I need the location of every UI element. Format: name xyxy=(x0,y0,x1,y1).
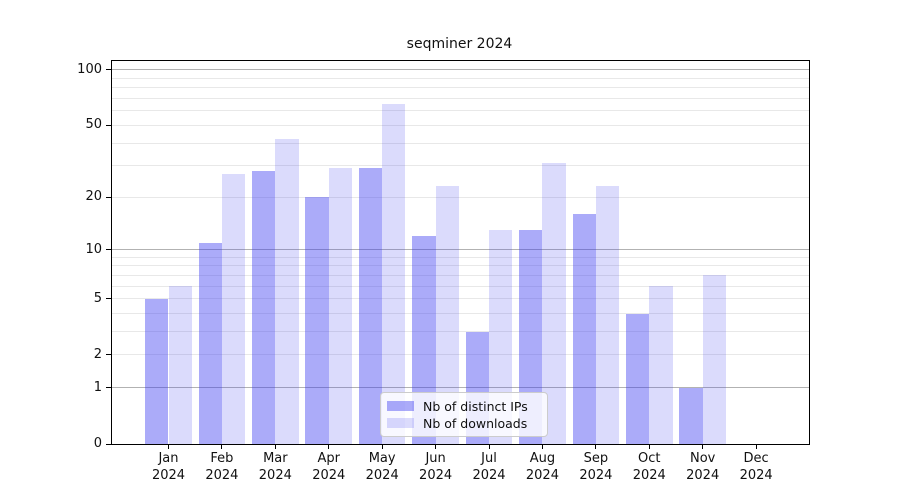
x-axis-tick-label: Nov 2024 xyxy=(686,451,720,483)
gridline xyxy=(112,256,809,258)
y-axis-tick xyxy=(106,354,111,356)
bar-distinct-ips xyxy=(519,230,543,444)
y-axis-tick-label: 100 xyxy=(77,61,102,77)
x-axis-tick xyxy=(221,445,223,449)
x-axis-tick-label: Aug 2024 xyxy=(525,451,559,483)
plot-area xyxy=(111,60,810,445)
y-axis-tick xyxy=(106,443,111,445)
legend-label-downloads: Nb of downloads xyxy=(423,415,528,431)
bar-downloads xyxy=(168,286,192,444)
gridline xyxy=(112,265,809,267)
bar-distinct-ips xyxy=(145,298,169,444)
y-axis-tick-label: 1 xyxy=(93,379,102,395)
x-axis-tick xyxy=(274,445,276,449)
chart-title: seqminer 2024 xyxy=(406,36,513,52)
gridline xyxy=(112,77,809,79)
x-axis-tick xyxy=(595,445,597,449)
gridline xyxy=(112,274,809,276)
gridline xyxy=(112,110,809,112)
x-axis-tick xyxy=(168,445,169,449)
y-axis-tick-label: 20 xyxy=(85,189,102,205)
gridline xyxy=(112,196,809,198)
y-axis-tick xyxy=(106,298,111,300)
gridline xyxy=(112,69,809,71)
legend-swatch-distinct-ips xyxy=(387,401,414,411)
x-axis-tick xyxy=(328,445,330,449)
y-axis-tick-label: 2 xyxy=(93,346,102,362)
bar-downloads xyxy=(328,168,353,444)
bar-downloads xyxy=(489,230,513,444)
gridline xyxy=(112,298,809,300)
x-axis-tick xyxy=(381,445,383,449)
gridline xyxy=(112,249,809,251)
x-axis-tick-label: Dec 2024 xyxy=(739,451,773,483)
x-axis-tick xyxy=(435,445,437,449)
y-axis-tick xyxy=(106,69,111,71)
y-axis-tick-label: 50 xyxy=(85,117,102,133)
bar-distinct-ips xyxy=(625,313,650,444)
bar-downloads xyxy=(702,275,726,444)
legend-row-distinct-ips: Nb of distinct IPs xyxy=(381,398,547,414)
bar-downloads xyxy=(595,186,620,444)
x-axis-tick-label: Mar 2024 xyxy=(258,451,292,483)
legend: Nb of distinct IPs Nb of downloads xyxy=(380,392,548,437)
x-axis-tick-label: Oct 2024 xyxy=(632,451,666,483)
bar-distinct-ips xyxy=(572,214,596,444)
gridline xyxy=(112,87,809,89)
bar-downloads xyxy=(221,173,246,444)
bar-downloads xyxy=(435,186,459,444)
x-axis-tick-label: Jun 2024 xyxy=(419,451,453,483)
gridline xyxy=(112,387,809,389)
bar-downloads xyxy=(382,104,406,444)
legend-label-distinct-ips: Nb of distinct IPs xyxy=(423,398,528,414)
x-axis-tick-label: May 2024 xyxy=(365,451,399,483)
x-axis-tick xyxy=(488,445,490,449)
bar-distinct-ips xyxy=(679,387,703,444)
y-axis-tick xyxy=(106,196,111,198)
y-axis-tick-label: 5 xyxy=(93,290,102,306)
x-axis-tick-label: Apr 2024 xyxy=(312,451,346,483)
y-axis-tick-label: 0 xyxy=(93,436,102,451)
legend-row-downloads: Nb of downloads xyxy=(381,415,547,431)
gridline xyxy=(112,285,809,287)
x-axis-tick-label: Sep 2024 xyxy=(579,451,613,483)
gridline xyxy=(112,354,809,356)
gridline xyxy=(112,124,809,126)
legend-swatch-downloads xyxy=(387,418,414,428)
bar-distinct-ips xyxy=(198,242,222,444)
x-axis-tick-label: Feb 2024 xyxy=(205,451,239,483)
bar-downloads xyxy=(542,163,566,444)
y-axis-tick-label: 10 xyxy=(85,241,102,257)
gridline xyxy=(112,165,809,167)
x-axis-tick-label: Jan 2024 xyxy=(151,451,186,483)
bar-distinct-ips xyxy=(358,168,383,444)
y-axis-tick xyxy=(106,249,111,251)
y-axis-tick xyxy=(106,124,111,126)
gridline xyxy=(112,142,809,144)
x-axis-tick xyxy=(755,445,757,449)
gridline xyxy=(112,313,809,315)
gridline xyxy=(112,98,809,100)
gridline xyxy=(112,331,809,333)
x-axis-tick-label: Jul 2024 xyxy=(472,451,506,483)
bar-distinct-ips xyxy=(305,197,329,444)
bar-downloads xyxy=(649,286,673,444)
bar-distinct-ips xyxy=(252,171,276,444)
x-axis-tick xyxy=(541,445,543,449)
x-axis-tick xyxy=(648,445,650,449)
bar-downloads xyxy=(275,139,299,444)
x-axis-tick xyxy=(702,445,704,449)
y-axis-tick xyxy=(106,387,111,389)
